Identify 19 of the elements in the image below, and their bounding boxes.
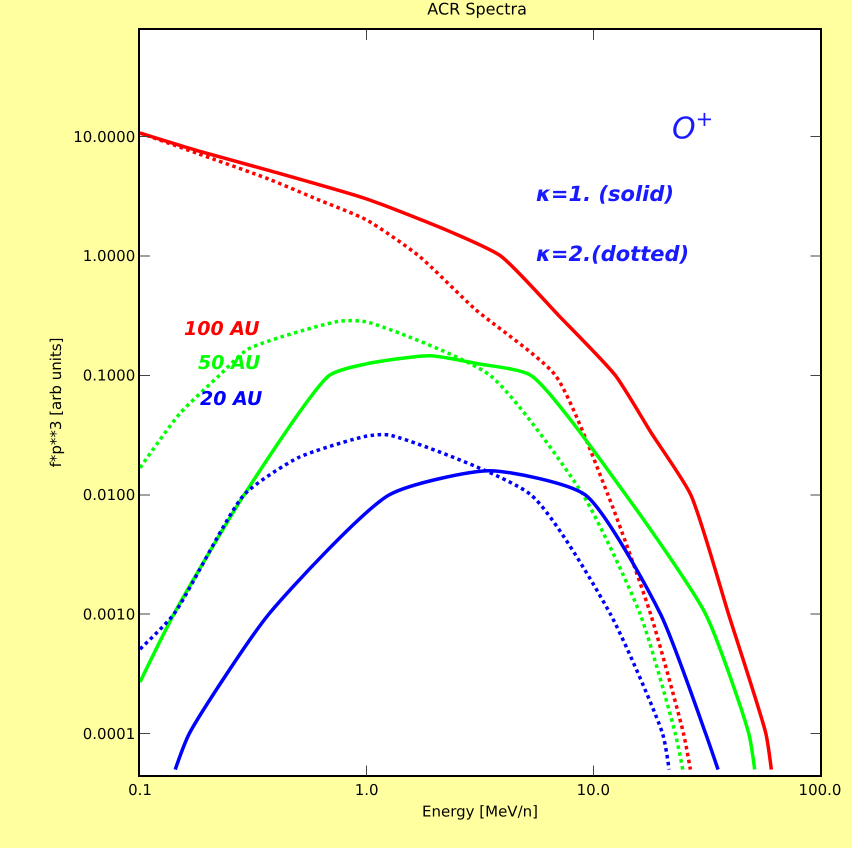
y-tick-label: 1.0000: [82, 247, 136, 266]
y-tick-label: 0.0100: [82, 486, 136, 504]
x-tick-label: 0.1: [128, 780, 152, 799]
annotation: κ=1. (solid): [536, 182, 674, 206]
text: 50 AU: [198, 352, 261, 374]
x-tick-label: 10.0: [576, 780, 610, 799]
text: 20 AU: [200, 388, 263, 410]
annotation: κ=2.(dotted): [536, 242, 690, 266]
x-tick-label: 1.0: [354, 780, 379, 799]
annotation: O$^{+}$: [672, 107, 714, 147]
x-tick-label: 100.0: [798, 780, 842, 799]
x-axis-title: Energy [MeV/n]: [422, 802, 538, 820]
y-axis-title: f*p**3 [arb units]: [46, 338, 65, 468]
y-tick-label: 10.0000: [73, 128, 136, 146]
chart-title: ACR Spectra: [427, 0, 527, 19]
text: 100 AU: [184, 318, 260, 340]
y-tick-label: 0.0001: [82, 724, 136, 743]
y-tick-label: 0.1000: [82, 366, 136, 385]
y-tick-label: 0.0010: [82, 605, 136, 624]
